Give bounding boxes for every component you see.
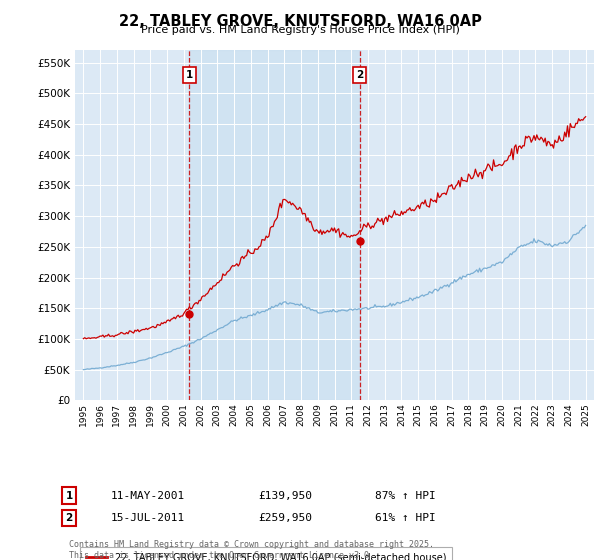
Text: £259,950: £259,950 — [258, 513, 312, 523]
Text: 15-JUL-2011: 15-JUL-2011 — [111, 513, 185, 523]
Text: 11-MAY-2001: 11-MAY-2001 — [111, 491, 185, 501]
Text: 1: 1 — [186, 70, 193, 80]
Text: 87% ↑ HPI: 87% ↑ HPI — [375, 491, 436, 501]
Legend: 22, TABLEY GROVE, KNUTSFORD, WA16 0AP (semi-detached house), HPI: Average price,: 22, TABLEY GROVE, KNUTSFORD, WA16 0AP (s… — [80, 547, 452, 560]
Bar — [190, 50, 359, 400]
Text: 2: 2 — [356, 70, 363, 80]
Text: 1: 1 — [65, 491, 73, 501]
Text: Contains HM Land Registry data © Crown copyright and database right 2025.
This d: Contains HM Land Registry data © Crown c… — [69, 540, 434, 560]
Text: £139,950: £139,950 — [258, 491, 312, 501]
Text: 2: 2 — [65, 513, 73, 523]
Text: 22, TABLEY GROVE, KNUTSFORD, WA16 0AP: 22, TABLEY GROVE, KNUTSFORD, WA16 0AP — [119, 14, 481, 29]
Text: Price paid vs. HM Land Registry's House Price Index (HPI): Price paid vs. HM Land Registry's House … — [140, 25, 460, 35]
Text: 61% ↑ HPI: 61% ↑ HPI — [375, 513, 436, 523]
